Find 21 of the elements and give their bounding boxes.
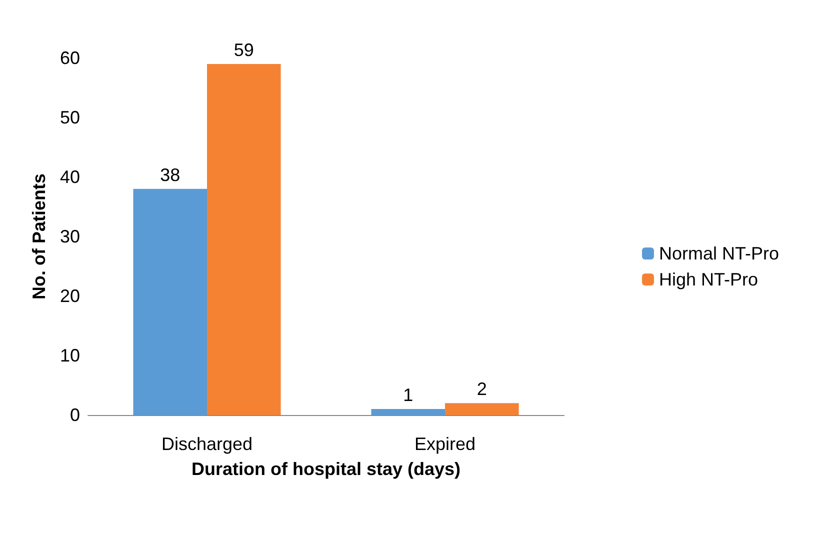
legend-label: High NT-Pro [658,270,758,290]
x-tick-label: Expired [414,434,476,454]
x-axis-title: Duration of hospital stay (days) [191,459,461,479]
legend-label: Normal NT-Pro [658,244,779,264]
bar [371,409,445,415]
bar [133,188,207,415]
data-label: 38 [160,164,180,185]
y-tick-label: 40 [60,167,80,187]
y-tick-label: 50 [60,108,80,128]
y-tick-label: 10 [60,346,80,366]
bar [207,64,281,415]
y-tick-label: 30 [60,226,80,246]
x-tick-label: Discharged [161,434,253,454]
data-label: 1 [403,385,414,406]
y-tick-label: 60 [60,48,80,68]
data-label: 2 [476,379,487,400]
bar [445,403,519,415]
y-axis-title: No. of Patients [29,173,49,300]
y-tick-label: 20 [60,286,80,306]
y-tick-label: 0 [70,405,80,425]
data-label: 59 [234,40,254,60]
